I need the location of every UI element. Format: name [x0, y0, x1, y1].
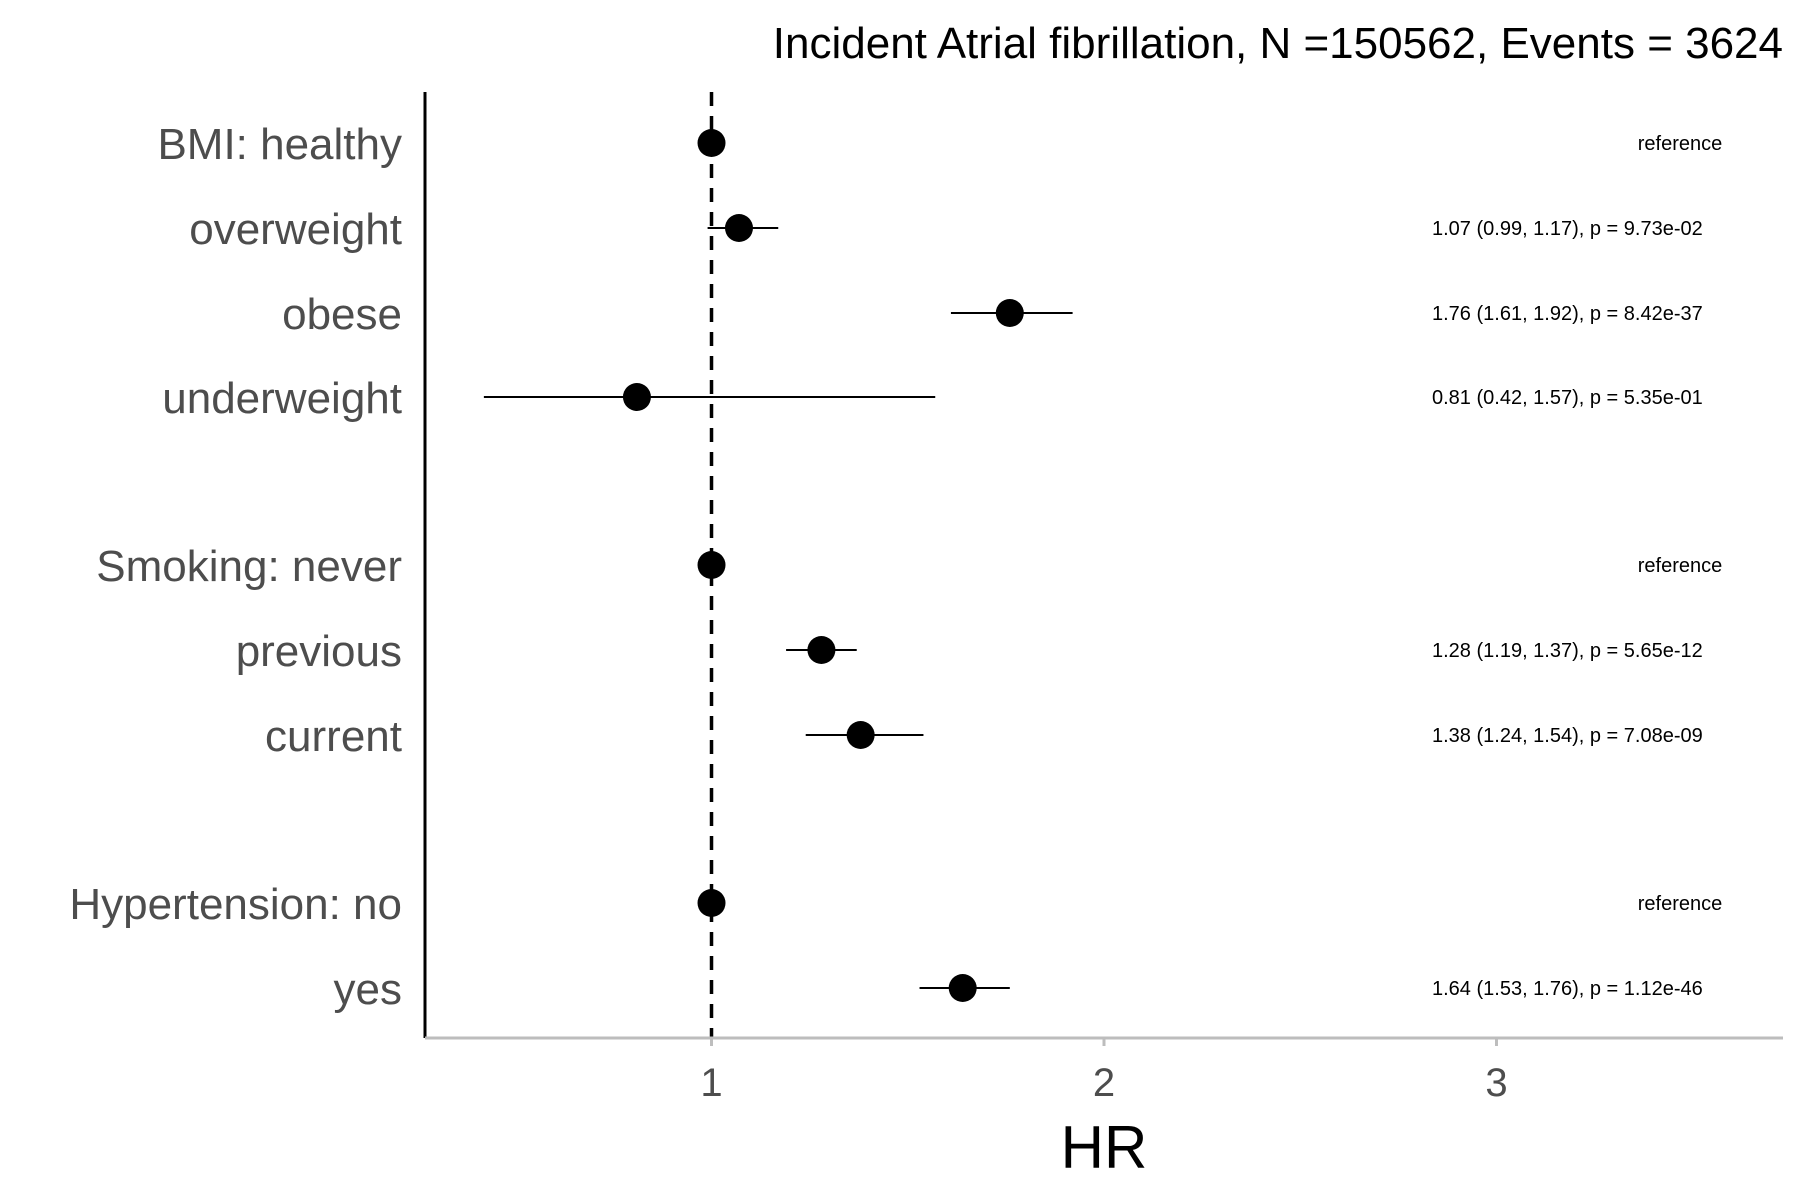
row-annotation: 1.38 (1.24, 1.54), p = 7.08e-09 — [1432, 725, 1703, 747]
row-label: yes — [334, 965, 402, 1014]
hr-point — [697, 551, 726, 579]
x-axis-title: HR — [1061, 1114, 1148, 1181]
x-tick-label: 2 — [1093, 1061, 1115, 1105]
row-2: obese 1.76 (1.61, 1.92), p = 8.42e-37 — [282, 290, 1703, 339]
row-label: previous — [236, 627, 402, 676]
row-annotation: 1.76 (1.61, 1.92), p = 8.42e-37 — [1432, 303, 1703, 325]
row-label: BMI: healthy — [157, 120, 402, 169]
hr-point — [948, 974, 977, 1002]
row-5: previous 1.28 (1.19, 1.37), p = 5.65e-12 — [236, 627, 1703, 676]
row-8: yes 1.64 (1.53, 1.76), p = 1.12e-46 — [334, 965, 1703, 1014]
hr-point — [995, 299, 1024, 327]
row-4: Smoking: never reference — [96, 542, 1722, 591]
row-6: current 1.38 (1.24, 1.54), p = 7.08e-09 — [265, 712, 1703, 761]
row-annotation: reference — [1638, 555, 1723, 577]
row-annotation: 1.07 (0.99, 1.17), p = 9.73e-02 — [1432, 218, 1703, 240]
hr-point — [846, 721, 875, 749]
hr-point — [697, 889, 726, 917]
row-label: underweight — [162, 374, 402, 423]
row-annotation: 1.64 (1.53, 1.76), p = 1.12e-46 — [1432, 978, 1703, 1000]
x-tick-label: 1 — [700, 1061, 722, 1105]
x-tick-label: 3 — [1485, 1061, 1507, 1105]
row-0: BMI: healthy reference — [157, 120, 1722, 169]
row-label: current — [265, 712, 402, 761]
row-7: Hypertension: no reference — [69, 880, 1722, 929]
hr-point — [622, 383, 651, 411]
row-label: Hypertension: no — [69, 880, 402, 929]
row-annotation: 1.28 (1.19, 1.37), p = 5.65e-12 — [1432, 640, 1703, 662]
hr-point — [724, 214, 753, 242]
row-1: overweight 1.07 (0.99, 1.17), p = 9.73e-0… — [189, 205, 1703, 254]
chart-title: Incident Atrial fibrillation, N =150562,… — [773, 19, 1783, 68]
plot-rows: BMI: healthy reference overweight 1.07 (0.9… — [69, 120, 1722, 1014]
row-annotation: 0.81 (0.42, 1.57), p = 5.35e-01 — [1432, 387, 1703, 409]
row-label: overweight — [189, 205, 402, 254]
row-annotation: reference — [1638, 133, 1723, 155]
row-label: Smoking: never — [96, 542, 402, 591]
row-3: underweight 0.81 (0.42, 1.57), p = 5.35e-… — [162, 374, 1703, 423]
row-annotation: reference — [1638, 893, 1723, 915]
x-axis-ticks: 1 2 3 — [700, 1038, 1508, 1105]
row-label: obese — [282, 290, 402, 339]
hr-point — [807, 636, 836, 664]
